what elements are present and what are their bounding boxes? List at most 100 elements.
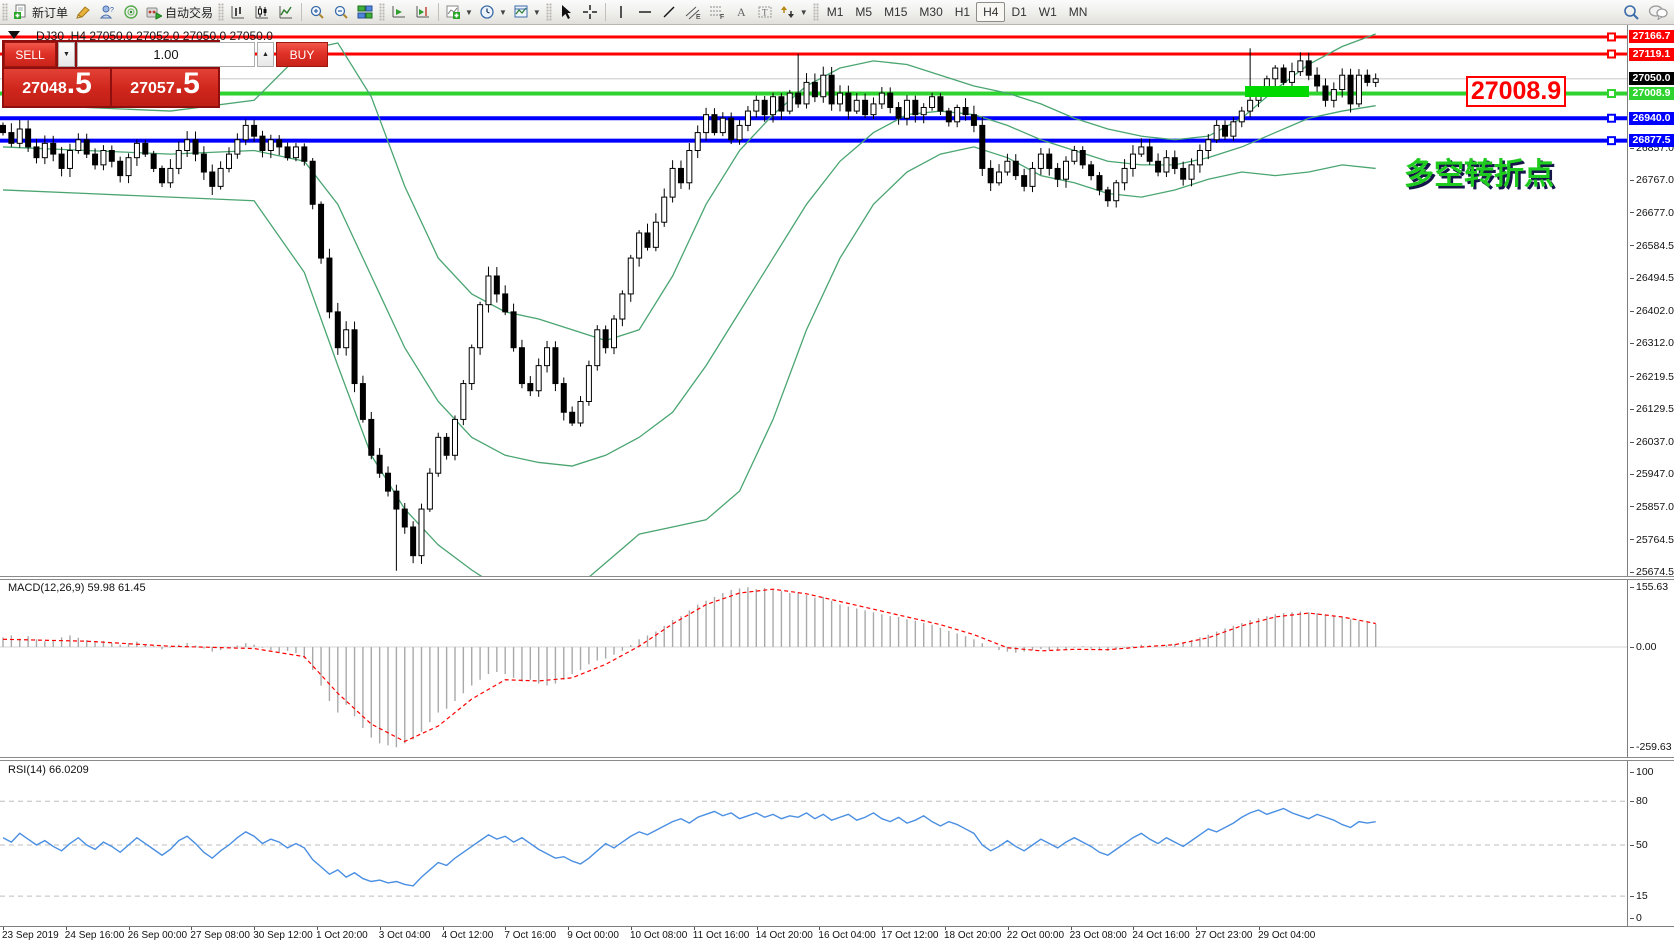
autotrading-button[interactable]: 自动交易 [143, 1, 216, 23]
hline-26940.0[interactable] [0, 116, 1627, 121]
tile-windows-icon [357, 5, 373, 19]
time-label: 30 Sep 12:00 [253, 930, 313, 941]
time-axis[interactable]: 23 Sep 2019 24 Sep 16:00 26 Sep 00:00 27 Se… [0, 926, 1674, 943]
candle-bear [251, 124, 258, 137]
line-chart-button[interactable] [274, 1, 298, 23]
vertical-line-button[interactable] [609, 1, 633, 23]
candle-bull [418, 508, 425, 557]
community-button[interactable]: ? [95, 1, 119, 23]
sell-price-display[interactable]: 27048.5 [4, 69, 110, 106]
candle-bear [569, 411, 576, 424]
time-label: 9 Oct 00:00 [567, 930, 619, 941]
rsi-panel-canvas[interactable] [0, 762, 1627, 926]
templates-button[interactable]: ▼ [510, 1, 544, 23]
chart-window[interactable]: DJ30 ,H4 27050.0 27052.0 27050.0 27050.0… [0, 25, 1674, 943]
macd-tick: 155.63 [1630, 581, 1668, 593]
candle-bear [351, 329, 358, 385]
volume-increase-button[interactable]: ▲ [257, 42, 274, 67]
hline-27050.0[interactable] [0, 78, 1627, 80]
zoom-in-button[interactable] [305, 1, 329, 23]
turning-point-note[interactable]: 多空转折点 [1404, 158, 1554, 191]
crosshair-button[interactable] [578, 1, 602, 23]
periods-button[interactable]: ▼ [476, 1, 510, 23]
timeframe-w1[interactable]: W1 [1038, 5, 1057, 19]
timeframe-h1[interactable]: H1 [954, 5, 971, 19]
sell-button[interactable]: SELL [4, 42, 56, 67]
candle-bull [585, 365, 592, 402]
macd-panel-resize-handle[interactable] [0, 576, 1674, 580]
candle-bear [1364, 74, 1371, 83]
hline-27119.1[interactable] [0, 52, 1627, 56]
candle-bull [535, 365, 542, 392]
indicators-button[interactable]: ▼ [442, 1, 476, 23]
price-axis[interactable]: 26857.0 26767.0 26677.0 26584.5 26494.5 26402… [1627, 25, 1674, 926]
buy-price-display[interactable]: 27057.5 [112, 69, 218, 106]
news-button[interactable] [119, 1, 143, 23]
horizontal-line-button[interactable] [633, 1, 657, 23]
hline-handle[interactable] [1607, 113, 1616, 123]
timeframe-m5[interactable]: M5 [855, 5, 873, 19]
fibonacci-button[interactable]: F [705, 1, 729, 23]
candle-bear [410, 526, 417, 557]
candlestick-chart-button[interactable] [250, 1, 274, 23]
hline-handle[interactable] [1607, 49, 1616, 59]
toolbar-grip[interactable] [218, 3, 225, 21]
timeframe-d1[interactable]: D1 [1011, 5, 1027, 19]
main-chart-canvas[interactable] [0, 25, 1627, 577]
candle-bear [979, 124, 986, 169]
timeframe-m30[interactable]: M30 [919, 5, 943, 19]
hline-handle[interactable] [1607, 32, 1616, 42]
cursor-button[interactable] [554, 1, 578, 23]
macd-signal-line [2, 588, 1376, 743]
rsi-panel-resize-handle[interactable] [0, 757, 1674, 761]
time-tick [128, 927, 130, 930]
candle-bear [778, 96, 785, 112]
timeframe-mn[interactable]: MN [1068, 5, 1088, 19]
chart-shift-button[interactable] [411, 1, 435, 23]
candle-bull [343, 329, 350, 349]
arrows-button[interactable]: ▼ [777, 1, 811, 23]
tile-windows-button[interactable] [353, 1, 377, 23]
candle-bull [100, 150, 107, 166]
time-label: 14 Oct 20:00 [755, 930, 813, 941]
hline-27166.7[interactable] [0, 35, 1627, 39]
text-label-button[interactable]: T [753, 1, 777, 23]
toolbar-grip[interactable] [812, 3, 819, 21]
toolbar-grip[interactable] [545, 3, 552, 21]
candle-bear [728, 117, 735, 141]
time-tick [317, 927, 318, 930]
search-icon[interactable] [1623, 4, 1640, 21]
zoom-out-button[interactable] [329, 1, 353, 23]
time-label: 11 Oct 16:00 [692, 930, 750, 941]
chat-icon[interactable] [1648, 4, 1668, 20]
new-order-button[interactable]: 新订单 [10, 1, 71, 23]
toolbar-grip[interactable] [379, 3, 386, 21]
timeframe-m15[interactable]: M15 [884, 5, 908, 19]
hline-handle[interactable] [1607, 136, 1616, 146]
text-button[interactable]: A [729, 1, 753, 23]
oneclick-toggle-icon[interactable] [8, 31, 20, 39]
toolbar-grip[interactable] [2, 3, 8, 21]
trendline-button[interactable] [657, 1, 681, 23]
dropdown-arrow-icon: ▼ [799, 7, 808, 17]
equidistant-channel-button[interactable]: E [681, 1, 705, 23]
green-highlight-zone[interactable] [1245, 86, 1309, 97]
candle-bull [1339, 74, 1346, 91]
macd-label: MACD(12,26,9) 59.98 61.45 [8, 582, 146, 594]
candle-bear [83, 139, 90, 155]
volume-decrease-button[interactable]: ▼ [58, 42, 75, 67]
candle-bull [16, 128, 23, 144]
buy-button[interactable]: BUY [276, 42, 328, 67]
hline-handle[interactable] [1607, 89, 1616, 99]
timeframe-h4[interactable]: H4 [976, 2, 1006, 22]
price-callout-label[interactable]: 27008.9 [1466, 76, 1566, 107]
volume-input[interactable] [77, 42, 255, 67]
bar-chart-button[interactable] [226, 1, 250, 23]
styler-button[interactable] [71, 1, 95, 23]
candle-bear [0, 124, 6, 134]
timeframe-m1[interactable]: M1 [826, 5, 844, 19]
auto-scroll-button[interactable] [387, 1, 411, 23]
macd-panel-canvas[interactable] [0, 580, 1627, 758]
candle-bull [1355, 74, 1362, 105]
hline-26877.5[interactable] [0, 138, 1627, 143]
